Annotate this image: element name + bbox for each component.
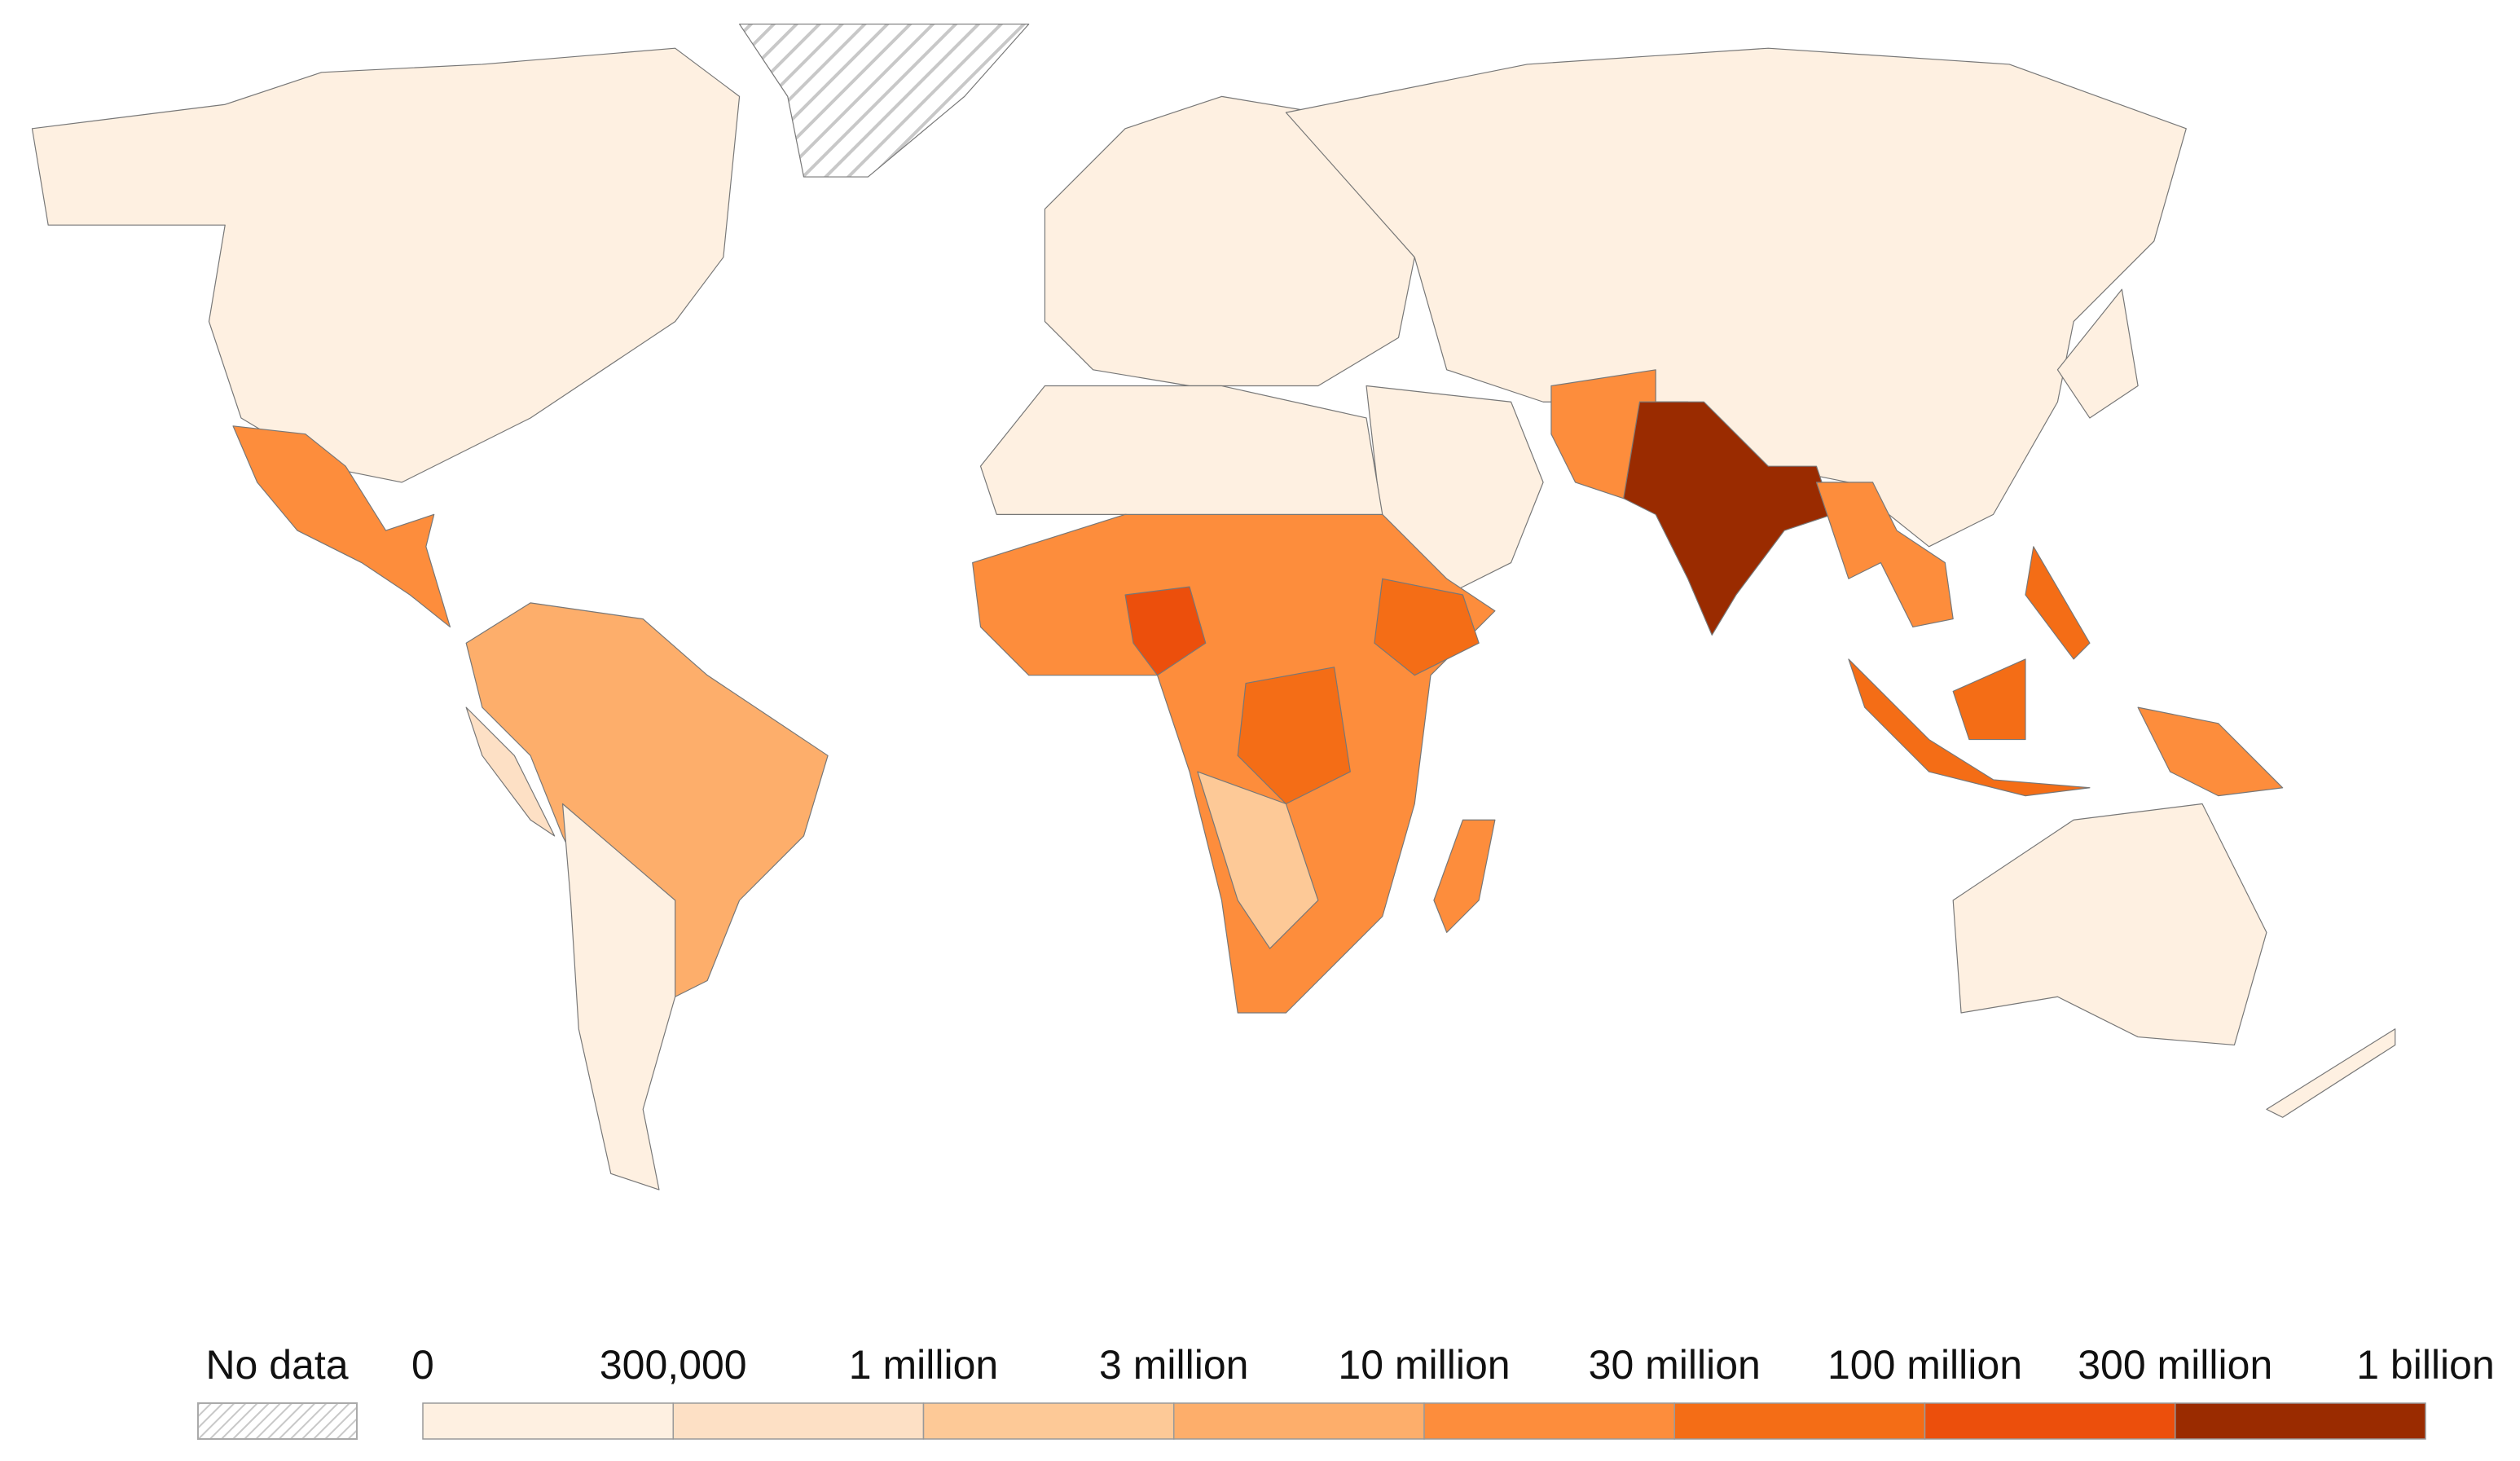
australia (1952, 803, 2267, 1046)
legend-label: 30 million (1589, 1342, 1761, 1388)
philippines (2025, 546, 2091, 660)
southeast-asia (1815, 482, 1954, 628)
dr-congo (1237, 667, 1351, 805)
new-guinea (2137, 706, 2284, 797)
sumatra-java (1848, 658, 2091, 797)
greenland (738, 24, 1030, 178)
south-america-south (561, 803, 676, 1190)
legend-label: 0 (411, 1342, 434, 1388)
south-america-north (465, 602, 829, 997)
legend-label: 300 million (2078, 1342, 2272, 1388)
japan (2056, 288, 2139, 419)
legend-label: 1 million (849, 1342, 998, 1388)
legend-label: 100 million (1827, 1342, 2022, 1388)
legend-label: 1 billion (2356, 1342, 2495, 1388)
legend-swatch (1423, 1402, 1675, 1440)
india (1623, 401, 1833, 636)
legend-swatch (422, 1402, 674, 1440)
legend-swatch (672, 1402, 925, 1440)
no-data-label: No data (205, 1342, 348, 1388)
legend-swatch (1173, 1402, 1425, 1440)
asia (1285, 47, 2187, 548)
legend-label: 10 million (1338, 1342, 1510, 1388)
sub-saharan-africa (972, 513, 1496, 1014)
south-america-west (465, 706, 556, 837)
southern-africa (1197, 771, 1319, 949)
mexico-central-america (232, 425, 451, 628)
borneo (1952, 658, 2026, 741)
north-america (31, 47, 741, 483)
legend-swatch (1673, 1402, 1926, 1440)
legend: No data 0 300,000 1 million 3 million 10 mil… (197, 1342, 2495, 1440)
legend-label: 3 million (1099, 1342, 1248, 1388)
legend-swatch (1924, 1402, 2176, 1440)
legend-swatch (2175, 1402, 2426, 1440)
ethiopia (1374, 578, 1480, 676)
legend-label: 300,000 (600, 1342, 747, 1388)
map (31, 24, 2396, 1190)
madagascar (1433, 819, 1496, 933)
legend-swatch (922, 1402, 1175, 1440)
europe (1044, 95, 1415, 387)
new-zealand (2266, 1028, 2396, 1118)
north-africa (979, 385, 1383, 531)
nigeria (1124, 586, 1207, 676)
no-data-swatch (197, 1402, 358, 1440)
